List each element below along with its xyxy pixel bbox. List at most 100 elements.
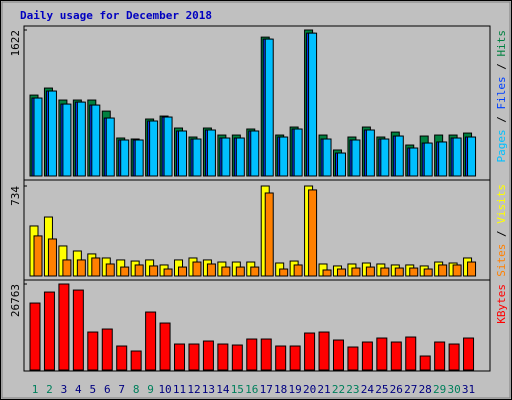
bar <box>29 302 41 371</box>
x-tick-label: 6 <box>104 383 111 396</box>
bar <box>174 343 186 371</box>
bar <box>390 341 402 371</box>
bar <box>448 343 460 371</box>
bar <box>188 343 200 371</box>
bar <box>235 137 245 177</box>
x-tick-label: 1 <box>32 383 39 396</box>
x-tick-label: 12 <box>187 383 200 396</box>
bar <box>452 137 462 177</box>
legend-entry: Hits <box>495 30 508 57</box>
bar <box>361 341 373 371</box>
bar <box>380 138 390 177</box>
bar <box>409 267 419 277</box>
bar <box>467 261 477 277</box>
bar <box>438 141 448 177</box>
bar <box>467 136 477 177</box>
bar <box>318 331 330 371</box>
bar <box>163 268 173 277</box>
bar <box>351 139 361 177</box>
bar <box>120 266 130 277</box>
bar <box>279 136 289 177</box>
bar <box>43 291 55 371</box>
bar <box>380 267 390 277</box>
legend-entry: Pages <box>495 129 508 162</box>
x-tick-label: 20 <box>303 383 316 396</box>
x-tick-label: 31 <box>462 383 475 396</box>
bar <box>116 345 128 371</box>
bar <box>409 147 419 177</box>
bar <box>134 264 144 277</box>
legend-entry: Files <box>495 76 508 109</box>
x-tick-label: 4 <box>75 383 82 396</box>
bar <box>62 103 72 177</box>
bar <box>434 341 446 371</box>
bar <box>419 355 431 371</box>
x-tick-label: 25 <box>375 383 388 396</box>
bar <box>336 268 346 277</box>
bar <box>217 343 229 371</box>
bar <box>423 142 433 177</box>
bar <box>452 264 462 277</box>
bar <box>47 90 57 177</box>
x-tick-label: 21 <box>317 383 330 396</box>
bar <box>351 267 361 277</box>
x-tick-label: 28 <box>419 383 432 396</box>
bar <box>293 264 303 277</box>
legend-entry: KBytes <box>495 284 508 324</box>
legend-separator: / <box>495 57 508 77</box>
x-tick-label: 30 <box>447 383 460 396</box>
bar <box>365 129 375 177</box>
bar <box>405 336 417 371</box>
bar <box>264 192 274 277</box>
bar <box>260 338 272 371</box>
x-tick-label: 19 <box>289 383 302 396</box>
bar <box>134 139 144 177</box>
legend: Pages / Files / Hits <box>495 30 508 163</box>
bar <box>202 340 214 371</box>
bar <box>250 266 260 277</box>
bar <box>235 266 245 277</box>
x-tick-label: 14 <box>216 383 230 396</box>
x-tick-label: 27 <box>404 383 417 396</box>
bar <box>221 266 231 277</box>
bar <box>221 137 231 177</box>
bar <box>308 189 318 277</box>
chart-title: Daily usage for December 2018 <box>20 9 212 22</box>
y-tick-label: 1622 <box>9 30 22 57</box>
bar <box>206 263 216 277</box>
bar <box>394 267 404 277</box>
legend-entry: Sites <box>495 244 508 277</box>
bar <box>149 265 159 277</box>
legend-entry: Visits <box>495 184 508 224</box>
bar <box>246 338 258 371</box>
bar <box>376 337 388 371</box>
bar <box>33 235 43 277</box>
bar <box>101 328 113 371</box>
bar <box>322 138 332 177</box>
y-tick-label: 26763 <box>9 284 22 317</box>
bar <box>275 345 287 371</box>
bar <box>463 337 475 371</box>
x-tick-label: 10 <box>158 383 171 396</box>
x-tick-label: 16 <box>245 383 258 396</box>
bar <box>145 311 157 371</box>
bar <box>105 117 115 177</box>
x-tick-label: 5 <box>89 383 96 396</box>
bar <box>394 135 404 177</box>
bar <box>332 339 344 371</box>
y-tick-label: 734 <box>9 186 22 206</box>
x-tick-label: 22 <box>332 383 345 396</box>
bar <box>423 268 433 277</box>
bar <box>149 120 159 177</box>
x-tick-label: 8 <box>133 383 140 396</box>
bar <box>264 38 274 177</box>
bar <box>438 264 448 277</box>
x-tick-label: 2 <box>46 383 53 396</box>
x-tick-label: 7 <box>118 383 125 396</box>
x-tick-label: 29 <box>433 383 446 396</box>
x-tick-label: 23 <box>346 383 359 396</box>
bar <box>178 130 188 177</box>
plot-frame <box>23 25 491 372</box>
